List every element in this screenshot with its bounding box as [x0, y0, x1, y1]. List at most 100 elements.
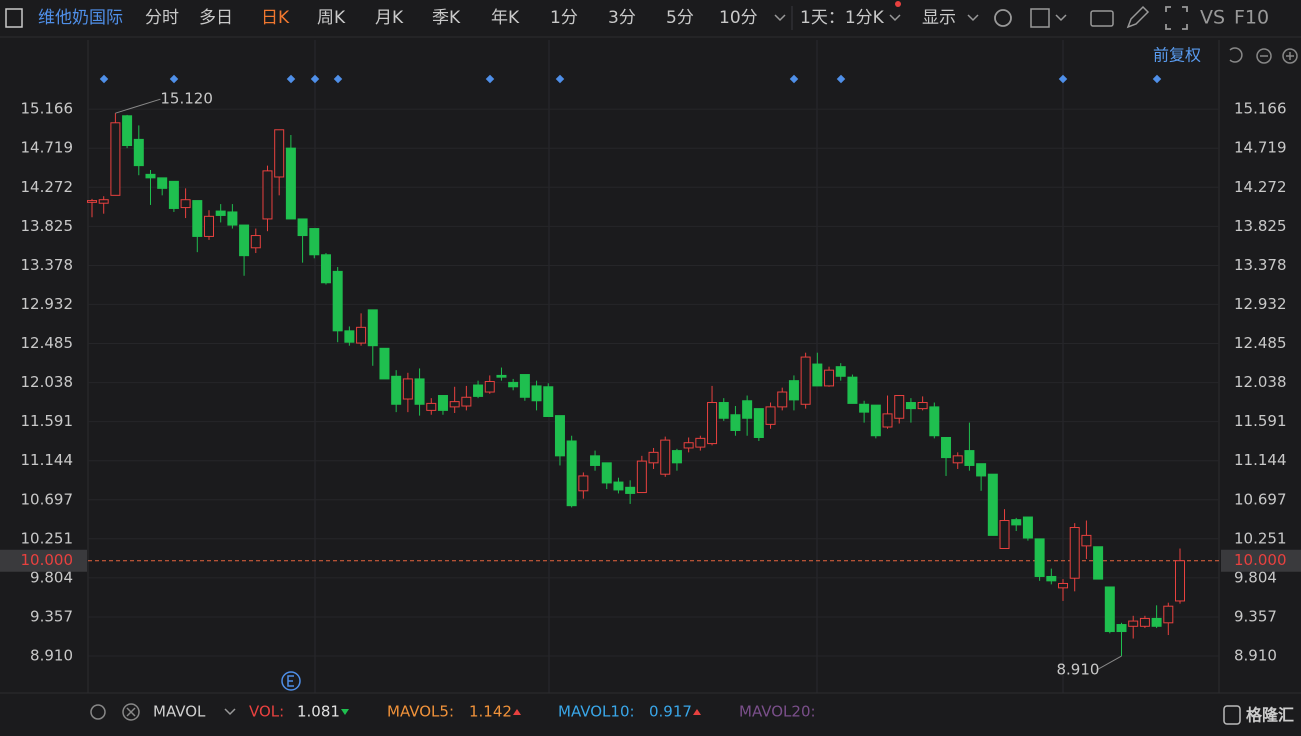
- vs-button[interactable]: VS: [1200, 7, 1225, 29]
- candle-body: [519, 374, 530, 398]
- y-tick-label-right: 9.804: [1234, 568, 1277, 586]
- candle-body: [309, 228, 320, 256]
- y-tick-label: 11.591: [21, 412, 74, 430]
- candle-body: [110, 122, 121, 196]
- candle-body: [426, 402, 437, 411]
- y-tick-label-right: 14.272: [1234, 178, 1287, 196]
- period[interactable]: 分时: [145, 8, 179, 28]
- candle-body: [332, 270, 343, 332]
- symbol[interactable]: 维他奶国际: [38, 8, 123, 28]
- zoom-in[interactable]: [1282, 48, 1298, 64]
- candle-body: [508, 381, 519, 388]
- y-tick-label-right: 13.825: [1234, 217, 1287, 235]
- interval-chevron[interactable]: [889, 14, 901, 22]
- candle-body: [976, 463, 987, 477]
- price-label-right: 10.000: [1234, 551, 1287, 569]
- y-tick-label: 9.357: [30, 607, 73, 625]
- period[interactable]: 多日: [199, 8, 233, 28]
- candle-body: [98, 199, 109, 204]
- zoom-in-plus: [1286, 52, 1294, 60]
- period[interactable]: 5分: [666, 8, 694, 28]
- candle-body: [356, 326, 367, 344]
- indicator-value: 1.142: [469, 703, 512, 721]
- candle-body: [192, 200, 203, 237]
- y-tick-label: 12.485: [21, 334, 74, 352]
- candle-body: [999, 520, 1010, 550]
- y-tick-label-right: 11.591: [1234, 412, 1287, 430]
- candle-body: [859, 403, 870, 413]
- candle-body: [1022, 516, 1033, 539]
- fullscreen-icon[interactable]: [1165, 6, 1188, 30]
- candle-body: [1104, 586, 1115, 633]
- candle-body: [987, 473, 998, 536]
- y-tick-label: 11.144: [21, 451, 74, 469]
- reset-icon[interactable]: [1229, 47, 1243, 63]
- more-chevron[interactable]: [774, 14, 786, 22]
- annotation-leader: [115, 98, 161, 114]
- draw-icon[interactable]: [1126, 5, 1150, 29]
- adjust-mode[interactable]: 前复权: [1153, 46, 1201, 65]
- candle-body: [636, 460, 647, 494]
- y-tick-label-right: 15.166: [1234, 100, 1287, 118]
- candle-body: [262, 170, 273, 220]
- period[interactable]: 年K: [491, 8, 520, 28]
- candle-body: [437, 395, 448, 411]
- period[interactable]: 季K: [432, 8, 461, 28]
- indicator-close[interactable]: [122, 703, 140, 721]
- mavol5-arrow-up: [513, 709, 521, 715]
- display-menu[interactable]: 显示: [922, 8, 956, 28]
- candle-body: [1128, 620, 1139, 627]
- period[interactable]: 3分: [608, 8, 636, 28]
- candle-body: [402, 378, 413, 400]
- candle-body: [671, 450, 682, 464]
- candle-body: [180, 199, 191, 209]
- candle-body: [718, 402, 729, 419]
- display-chevron[interactable]: [967, 14, 979, 22]
- candle-body: [543, 386, 554, 418]
- panel-icon[interactable]: [5, 8, 23, 28]
- candle-body: [590, 455, 601, 466]
- candle-body: [531, 385, 542, 402]
- candle-body: [800, 356, 811, 405]
- shape-chevron[interactable]: [1055, 14, 1067, 22]
- y-tick-label: 12.932: [21, 295, 74, 313]
- zoom-out[interactable]: [1256, 48, 1272, 64]
- period[interactable]: 10分: [719, 8, 758, 28]
- candle-body: [379, 347, 390, 380]
- candle-body: [145, 173, 156, 179]
- event-e-icon[interactable]: [281, 671, 301, 691]
- candle-body: [1163, 605, 1174, 624]
- candle-body: [285, 147, 296, 220]
- camera-icon[interactable]: [1090, 10, 1114, 27]
- candle-body: [554, 415, 565, 457]
- indicator-label: MAVOL5:: [387, 703, 454, 721]
- f10-button[interactable]: F10: [1234, 7, 1269, 29]
- y-tick-label: 12.038: [21, 373, 74, 391]
- candle-body: [133, 138, 144, 167]
- shape-icon[interactable]: [1030, 8, 1050, 28]
- y-tick-label: 15.166: [21, 100, 74, 118]
- period[interactable]: 周K: [317, 8, 346, 28]
- candle-body: [1011, 519, 1022, 526]
- indicator-name[interactable]: MAVOL: [153, 703, 206, 721]
- period[interactable]: 1分: [550, 8, 578, 28]
- candle-body: [1151, 617, 1162, 627]
- y-tick-label-right: 14.719: [1234, 139, 1287, 157]
- period[interactable]: 月K: [375, 8, 404, 28]
- period-active[interactable]: 日K: [261, 8, 290, 28]
- y-tick-label-right: 10.251: [1234, 529, 1287, 547]
- logo: 格隆汇: [1246, 706, 1294, 725]
- candle-body: [964, 450, 975, 466]
- price-box-right: [1221, 549, 1301, 572]
- annotation-leader: [1096, 655, 1122, 671]
- candle-body: [297, 218, 308, 237]
- candle-body: [566, 440, 577, 507]
- candle-body: [1058, 582, 1069, 589]
- candle-body: [730, 414, 741, 431]
- y-tick-label: 14.719: [21, 139, 74, 157]
- indicator-chevron[interactable]: [224, 708, 236, 716]
- settings-icon[interactable]: [994, 9, 1012, 27]
- indicator-settings[interactable]: [90, 704, 106, 720]
- interval[interactable]: 1天：1分K: [800, 8, 885, 28]
